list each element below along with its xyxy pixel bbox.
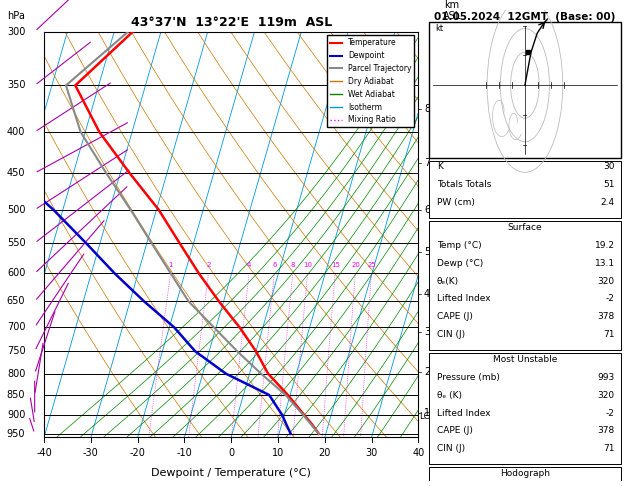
Text: 4: 4	[247, 262, 252, 268]
Text: 0: 0	[228, 448, 234, 457]
Text: 950: 950	[7, 429, 25, 439]
Text: -20: -20	[130, 448, 145, 457]
Text: 10: 10	[303, 262, 312, 268]
Text: 2: 2	[424, 366, 430, 377]
Text: 320: 320	[598, 277, 615, 286]
Bar	[429, 21, 621, 158]
Text: 378: 378	[598, 426, 615, 435]
Text: 8: 8	[424, 104, 430, 114]
Text: CIN (J): CIN (J)	[437, 330, 465, 339]
Text: Lifted Index: Lifted Index	[437, 295, 491, 303]
Text: Surface: Surface	[508, 223, 542, 232]
Text: 71: 71	[603, 330, 615, 339]
Text: km
ASL: km ASL	[443, 0, 461, 21]
Text: -30: -30	[83, 448, 99, 457]
Text: -40: -40	[36, 448, 52, 457]
Text: PW (cm): PW (cm)	[437, 198, 475, 208]
Text: 500: 500	[7, 205, 25, 215]
Text: 320: 320	[598, 391, 615, 399]
Text: Hodograph: Hodograph	[500, 469, 550, 478]
Text: 8: 8	[291, 262, 295, 268]
Text: 1: 1	[424, 408, 430, 418]
Text: θₑ(K): θₑ(K)	[437, 277, 459, 286]
Text: 850: 850	[7, 390, 25, 400]
Text: 2: 2	[206, 262, 211, 268]
Text: CIN (J): CIN (J)	[437, 444, 465, 453]
Text: 10: 10	[272, 448, 284, 457]
Text: 30: 30	[603, 162, 615, 172]
Text: 7: 7	[424, 158, 430, 168]
Text: Dewp (°C): Dewp (°C)	[437, 259, 483, 268]
Text: 300: 300	[7, 27, 25, 36]
Text: 400: 400	[7, 127, 25, 137]
Text: 13.1: 13.1	[595, 259, 615, 268]
Text: 51: 51	[603, 180, 615, 190]
Legend: Temperature, Dewpoint, Parcel Trajectory, Dry Adiabat, Wet Adiabat, Isotherm, Mi: Temperature, Dewpoint, Parcel Trajectory…	[327, 35, 415, 127]
Text: 2.4: 2.4	[601, 198, 615, 208]
Text: Lifted Index: Lifted Index	[437, 409, 491, 417]
Text: CAPE (J): CAPE (J)	[437, 426, 473, 435]
Text: Mixing Ratio (g/kg): Mixing Ratio (g/kg)	[477, 189, 487, 280]
Text: 6: 6	[424, 205, 430, 215]
Text: 450: 450	[7, 168, 25, 178]
Text: 350: 350	[7, 80, 25, 90]
Text: 378: 378	[598, 312, 615, 321]
Text: K: K	[437, 162, 443, 172]
Text: 900: 900	[7, 410, 25, 420]
Text: Temp (°C): Temp (°C)	[437, 241, 482, 250]
Text: 1: 1	[169, 262, 173, 268]
Text: -10: -10	[177, 448, 192, 457]
Text: LCL: LCL	[419, 412, 434, 421]
Text: 40: 40	[412, 448, 425, 457]
Text: CAPE (J): CAPE (J)	[437, 312, 473, 321]
Text: 550: 550	[7, 238, 25, 248]
Text: -2: -2	[606, 295, 615, 303]
Text: Most Unstable: Most Unstable	[493, 355, 557, 364]
Text: 993: 993	[598, 373, 615, 382]
Text: θₑ (K): θₑ (K)	[437, 391, 462, 399]
Text: -2: -2	[606, 409, 615, 417]
Text: 750: 750	[7, 346, 25, 356]
Text: 15: 15	[331, 262, 340, 268]
Text: 5: 5	[424, 247, 430, 258]
Text: 20: 20	[318, 448, 331, 457]
Text: 600: 600	[7, 268, 25, 278]
Text: 71: 71	[603, 444, 615, 453]
Text: 30: 30	[365, 448, 377, 457]
Text: 20: 20	[351, 262, 360, 268]
Text: Dewpoint / Temperature (°C): Dewpoint / Temperature (°C)	[151, 468, 311, 478]
Text: Totals Totals: Totals Totals	[437, 180, 491, 190]
Text: kt: kt	[435, 24, 443, 33]
Text: 3: 3	[424, 327, 430, 337]
Bar	[429, 353, 621, 464]
Text: 800: 800	[7, 369, 25, 379]
Bar	[429, 467, 621, 486]
Text: 01.05.2024  12GMT  (Base: 00): 01.05.2024 12GMT (Base: 00)	[434, 12, 616, 22]
Title: 43°37'N  13°22'E  119m  ASL: 43°37'N 13°22'E 119m ASL	[131, 16, 331, 29]
Bar	[429, 160, 621, 218]
Text: 4: 4	[424, 289, 430, 299]
Text: 19.2: 19.2	[595, 241, 615, 250]
Text: 650: 650	[7, 296, 25, 306]
Text: hPa: hPa	[8, 12, 25, 21]
Text: Pressure (mb): Pressure (mb)	[437, 373, 500, 382]
Text: 25: 25	[367, 262, 376, 268]
Bar	[429, 221, 621, 350]
Text: 700: 700	[7, 322, 25, 332]
Text: 6: 6	[272, 262, 277, 268]
